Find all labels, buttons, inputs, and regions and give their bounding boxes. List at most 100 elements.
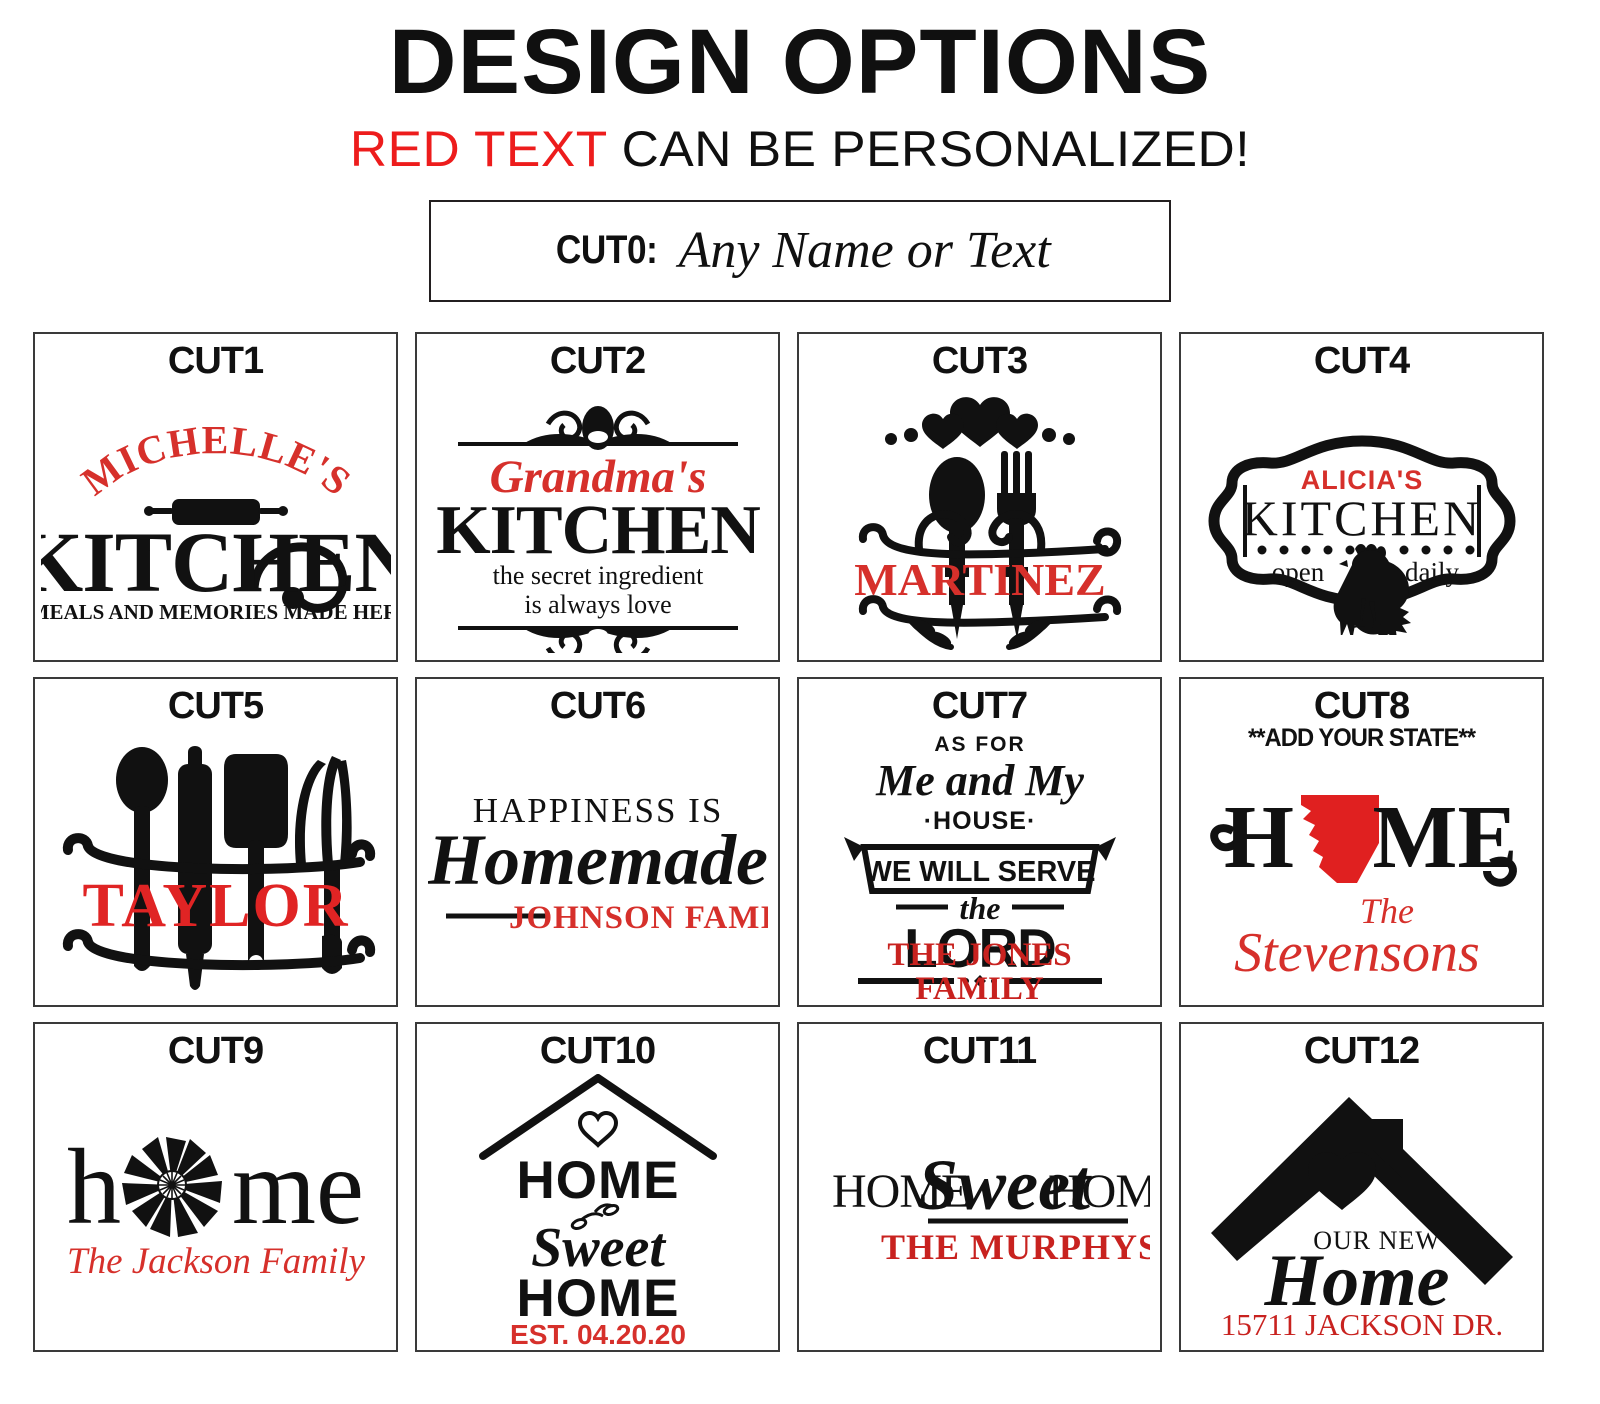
design-art-cut9: h	[35, 1070, 396, 1350]
cut7-line6: LORD	[904, 917, 1056, 979]
design-cell-cut1[interactable]: CUT1 MICHELLE'S KITCHEN ME	[33, 332, 398, 662]
cut4-main-word: KITCHEN	[1241, 490, 1481, 546]
cut7-line5: the	[959, 890, 1000, 926]
cut1-main-word: KITCHEN	[41, 514, 391, 610]
cut9-word-right: me	[232, 1128, 364, 1247]
cut1-arched-name: MICHELLE'S	[73, 417, 360, 504]
design-cell-cut5[interactable]: CUT5	[33, 677, 398, 1007]
cut0-label: CUT0:	[556, 228, 658, 273]
windmill-icon	[121, 1137, 222, 1237]
design-cell-cut10[interactable]: CUT10 HOME Sweet HOME EST. 04.20.20	[415, 1022, 780, 1352]
cut12-script-word: Home	[1263, 1240, 1449, 1322]
design-art-cut8: H ME The Stevensons	[1181, 751, 1542, 1005]
left-swash	[1209, 823, 1243, 851]
design-cell-cut12[interactable]: CUT12 OUR NEW Home 15711 JACKSON DR.	[1179, 1022, 1544, 1352]
cut3-family-name: MARTINEZ	[854, 554, 1105, 605]
diamond-rule-icon	[857, 975, 1102, 987]
right-swash	[1482, 856, 1517, 887]
house-roof-heart-icon	[478, 1074, 717, 1160]
cut2-line2: is always love	[524, 590, 671, 619]
design-label-cut12: CUT12	[1303, 1030, 1420, 1072]
design-label-cut3: CUT3	[931, 340, 1028, 382]
cut11-part2: Sweet	[918, 1145, 1092, 1225]
cut7-line3: ·HOUSE·	[923, 807, 1036, 835]
design-cell-cut9[interactable]: CUT9 h	[33, 1022, 398, 1352]
design-cell-cut2[interactable]: CUT2 Grandma's KITCHEN the secret ingred…	[415, 332, 780, 662]
cut7-family-line1: THE JONES	[887, 937, 1072, 974]
cut6-top-line: HAPPINESS IS	[472, 791, 723, 830]
design-label-cut9: CUT9	[167, 1030, 264, 1072]
cut2-line1: the secret ingredient	[492, 561, 704, 590]
cut10-line1: HOME	[516, 1151, 679, 1210]
leaf-sprig-icon	[570, 1203, 619, 1230]
scroll-divider-bottom-icon	[858, 595, 1121, 650]
dotted-rule-icon	[1257, 545, 1474, 555]
ornament-flourish-icon	[457, 405, 738, 450]
design-art-cut6: HAPPINESS IS Homemade JOHNSON FAMILY	[417, 725, 778, 1005]
design-label-cut4: CUT4	[1313, 340, 1410, 382]
cut1-tagline: MEALS AND MEMORIES MADE HERE	[41, 600, 391, 624]
cut0-value: Any Name or Text	[678, 222, 1051, 280]
design-cell-cut7[interactable]: CUT7 AS FOR Me and My ·HOUSE· WE WILL SE…	[797, 677, 1162, 1007]
rolling-pin-icon	[143, 499, 288, 525]
design-cell-cut11[interactable]: CUT11 HOME Sweet HOME THE MURPHYS	[797, 1022, 1162, 1352]
design-grid: CUT1 MICHELLE'S KITCHEN ME	[33, 332, 1547, 1352]
design-label-cut8: CUT8	[1313, 685, 1410, 727]
design-cell-cut6[interactable]: CUT6 HAPPINESS IS Homemade JOHNSON FAMIL…	[415, 677, 780, 1007]
design-label-cut11: CUT11	[922, 1030, 1037, 1072]
arizona-state-icon	[1300, 794, 1379, 883]
cut7-line4: WE WILL SERVE	[864, 856, 1095, 888]
design-art-cut10: HOME Sweet HOME EST. 04.20.20	[417, 1070, 778, 1350]
design-label-cut10: CUT10	[539, 1030, 656, 1072]
cut12-top-line: OUR NEW	[1313, 1226, 1441, 1255]
cut8-word-left: H	[1223, 788, 1293, 887]
cut7-line2: Me and My	[875, 756, 1084, 805]
design-label-cut6: CUT6	[549, 685, 646, 727]
rooster-icon	[1333, 543, 1411, 635]
design-art-cut1: MICHELLE'S KITCHEN MEALS AND MEMORIES MA…	[35, 380, 396, 660]
design-art-cut5: TAYLOR	[35, 725, 396, 1005]
design-art-cut3: MARTINEZ	[799, 380, 1160, 660]
design-cell-cut3[interactable]: CUT3	[797, 332, 1162, 662]
spoon-fork-icon	[928, 451, 1036, 639]
cut8-script-line2: Stevensons	[1234, 922, 1480, 984]
design-art-cut7: AS FOR Me and My ·HOUSE· WE WILL SERVE t…	[799, 725, 1160, 1005]
design-art-cut12: OUR NEW Home 15711 JACKSON DR.	[1181, 1070, 1542, 1350]
cut11-family-name: THE MURPHYS	[880, 1227, 1149, 1267]
page-header: DESIGN OPTIONS RED TEXT CAN BE PERSONALI…	[0, 0, 1600, 178]
house-roof-chimney-heart-icon	[1210, 1096, 1513, 1285]
cut6-family-name: JOHNSON FAMILY	[508, 900, 767, 936]
leaf-sprig-icon	[910, 619, 1049, 647]
design-cell-cut4[interactable]: CUT4 ALICIA'S KITCHEN open daily	[1179, 332, 1544, 662]
cut7-line1: AS FOR	[934, 733, 1025, 756]
cut6-script-word: Homemade	[428, 820, 768, 900]
cut10-line3: HOME	[516, 1269, 679, 1328]
cut12-address-line: 15711 JACKSON DR.	[1220, 1307, 1502, 1338]
cut9-word-left: h	[67, 1128, 121, 1247]
scroll-divider-icon	[62, 833, 375, 875]
cut5-family-name: TAYLOR	[82, 872, 349, 940]
banner-ribbon-icon	[843, 837, 1116, 894]
cut0-row: CUT0: Any Name or Text	[0, 199, 1600, 302]
design-art-cut4: ALICIA'S KITCHEN open daily	[1181, 380, 1542, 660]
cut4-owner-name: ALICIA'S	[1300, 465, 1422, 495]
page-subtitle: RED TEXT CAN BE PERSONALIZED!	[0, 120, 1600, 178]
cut10-line2: Sweet	[531, 1217, 666, 1279]
badge-frame-icon	[1207, 435, 1516, 607]
design-label-cut5: CUT5	[167, 685, 264, 727]
cut11-part3: HOME	[1048, 1165, 1150, 1218]
cut2-script-name: Grandma's	[489, 451, 706, 503]
cut8-script-line1: The	[1360, 891, 1414, 931]
page-title: DESIGN OPTIONS	[388, 11, 1212, 113]
cut8-word-right: ME	[1372, 788, 1517, 887]
cut2-main-word: KITCHEN	[436, 492, 760, 569]
ornament-flourish-bottom-icon	[457, 625, 738, 653]
hearts-icon	[884, 397, 1075, 449]
subtitle-red-text: RED TEXT	[349, 120, 607, 177]
design-cell-cut8[interactable]: CUT8 **ADD YOUR STATE** H ME The Stevens…	[1179, 677, 1544, 1007]
design-label-cut2: CUT2	[549, 340, 646, 382]
cut7-family-line2: FAMILY	[915, 971, 1044, 1007]
scroll-divider-icon	[858, 510, 1121, 559]
scroll-divider-bottom-icon	[62, 929, 375, 971]
cut0-box[interactable]: CUT0: Any Name or Text	[429, 199, 1171, 302]
